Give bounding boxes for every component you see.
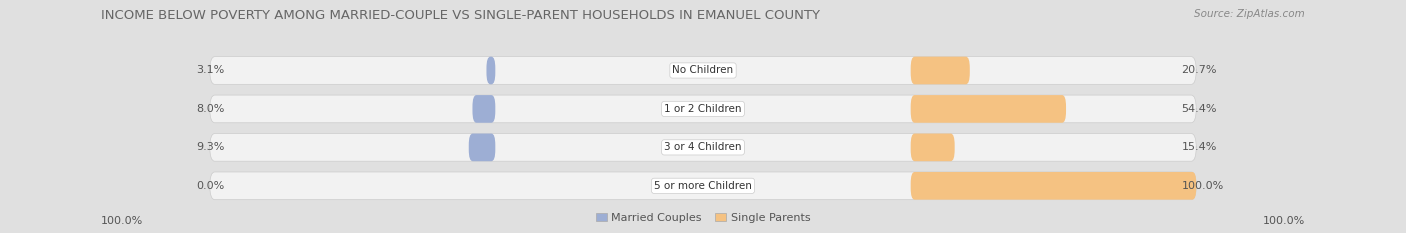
Text: 0.0%: 0.0%	[197, 181, 225, 191]
FancyBboxPatch shape	[209, 95, 1197, 123]
FancyBboxPatch shape	[468, 134, 495, 161]
Text: 8.0%: 8.0%	[197, 104, 225, 114]
FancyBboxPatch shape	[486, 57, 495, 84]
Text: No Children: No Children	[672, 65, 734, 75]
Text: 54.4%: 54.4%	[1181, 104, 1218, 114]
FancyBboxPatch shape	[911, 95, 1066, 123]
Text: 20.7%: 20.7%	[1181, 65, 1218, 75]
Text: 100.0%: 100.0%	[1181, 181, 1223, 191]
FancyBboxPatch shape	[911, 57, 970, 84]
Text: 100.0%: 100.0%	[1263, 216, 1305, 226]
Text: Source: ZipAtlas.com: Source: ZipAtlas.com	[1194, 9, 1305, 19]
FancyBboxPatch shape	[209, 134, 1197, 161]
Text: 3 or 4 Children: 3 or 4 Children	[664, 142, 742, 152]
Legend: Married Couples, Single Parents: Married Couples, Single Parents	[592, 209, 814, 227]
Text: INCOME BELOW POVERTY AMONG MARRIED-COUPLE VS SINGLE-PARENT HOUSEHOLDS IN EMANUEL: INCOME BELOW POVERTY AMONG MARRIED-COUPL…	[101, 9, 820, 22]
Text: 100.0%: 100.0%	[101, 216, 143, 226]
FancyBboxPatch shape	[209, 57, 1197, 84]
Text: 9.3%: 9.3%	[197, 142, 225, 152]
Text: 1 or 2 Children: 1 or 2 Children	[664, 104, 742, 114]
Text: 15.4%: 15.4%	[1181, 142, 1216, 152]
Text: 3.1%: 3.1%	[197, 65, 225, 75]
FancyBboxPatch shape	[209, 172, 1197, 200]
FancyBboxPatch shape	[472, 95, 495, 123]
FancyBboxPatch shape	[911, 134, 955, 161]
Text: 5 or more Children: 5 or more Children	[654, 181, 752, 191]
FancyBboxPatch shape	[911, 172, 1197, 200]
